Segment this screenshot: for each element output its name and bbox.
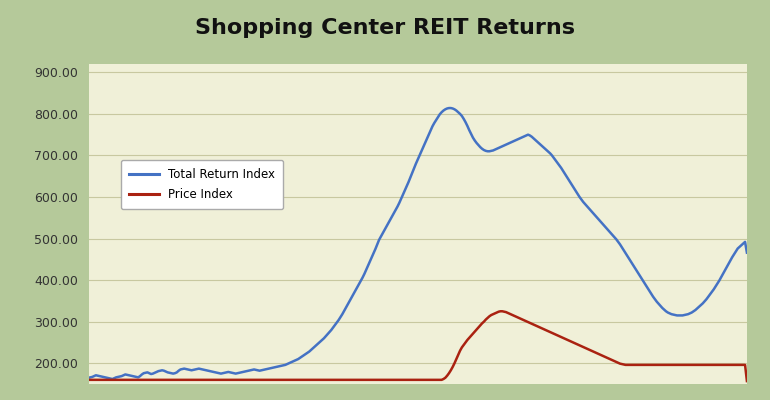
Price Index <box>464 336 474 340</box>
Total Return Index <box>638 277 647 282</box>
Total Return Index <box>174 368 183 373</box>
Price Index <box>742 379 752 384</box>
Total Return Index <box>84 375 93 380</box>
Total Return Index <box>564 177 573 182</box>
Text: Shopping Center REIT Returns: Shopping Center REIT Returns <box>195 18 575 38</box>
Total Return Index <box>444 106 454 110</box>
Total Return Index <box>619 248 628 252</box>
Price Index <box>84 378 93 382</box>
Total Return Index <box>549 156 558 160</box>
Total Return Index <box>468 135 477 140</box>
Total Return Index <box>108 377 117 382</box>
Price Index <box>547 330 557 335</box>
Price Index <box>562 337 571 342</box>
Total Return Index <box>742 250 752 255</box>
Line: Total Return Index: Total Return Index <box>89 108 747 379</box>
Legend: Total Return Index, Price Index: Total Return Index, Price Index <box>121 160 283 209</box>
Price Index <box>635 362 644 367</box>
Price Index <box>618 362 627 366</box>
Line: Price Index: Price Index <box>89 311 747 381</box>
Price Index <box>172 378 182 382</box>
Price Index <box>496 309 505 314</box>
